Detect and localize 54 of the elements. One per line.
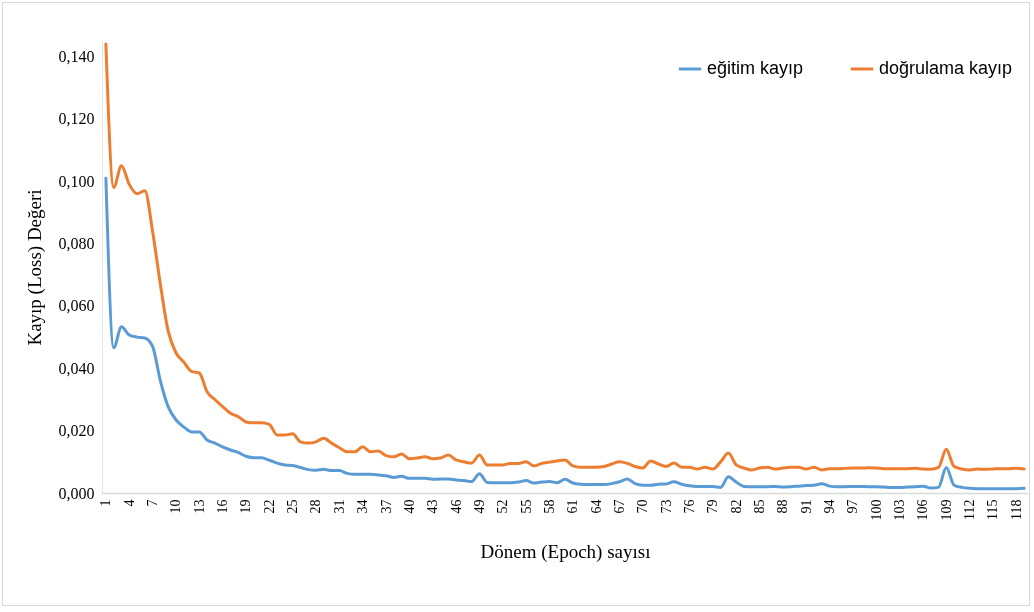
line-series (104, 176, 1026, 491)
x-tick-label: 67 (611, 499, 627, 514)
x-tick-label: 40 (401, 499, 417, 514)
x-tick-label: 76 (682, 499, 697, 514)
x-tick-label: 85 (752, 499, 768, 514)
x-tick-label: 1 (98, 499, 114, 507)
x-tick-label: 79 (705, 499, 721, 514)
x-tick-label: 118 (1008, 499, 1024, 520)
x-tick-label: 28 (308, 499, 324, 514)
x-tick-label: 52 (495, 499, 511, 514)
legend-label: doğrulama kayıp (879, 58, 1013, 78)
x-tick-label: 55 (518, 499, 534, 514)
x-tick-label: 88 (775, 499, 791, 514)
x-tick-label: 91 (798, 499, 814, 514)
x-tick-label: 34 (355, 499, 371, 514)
x-tick-label: 46 (448, 499, 464, 514)
x-tick-label: 10 (168, 499, 184, 514)
x-tick-label: 73 (658, 499, 674, 514)
y-tick-label: 0,100 (58, 172, 95, 190)
x-tick-label: 94 (822, 499, 838, 514)
x-tick-label: 37 (378, 499, 394, 514)
y-tick-label: 0,000 (58, 484, 95, 502)
x-tick-label: 49 (471, 499, 487, 514)
x-tick-label: 64 (588, 499, 604, 514)
y-tick-label: 0,120 (58, 110, 95, 128)
x-tick-label: 58 (541, 499, 557, 514)
x-tick-label: 19 (238, 499, 254, 514)
x-tick-label: 4 (121, 499, 137, 507)
x-tick-label: 115 (985, 499, 1001, 520)
y-tick-label: 0,140 (58, 48, 95, 66)
x-tick-label: 82 (728, 499, 744, 514)
x-tick-label: 103 (892, 499, 908, 521)
x-tick-label: 16 (215, 499, 231, 514)
x-axis-title: Dönem (Epoch) sayısı (480, 540, 651, 563)
x-tick-label: 61 (565, 499, 581, 514)
x-tick-label: 106 (915, 499, 931, 521)
y-axis-title: Kayıp (Loss) Değeri (23, 189, 46, 346)
x-tick-label: 31 (331, 499, 347, 514)
line-series (104, 42, 1026, 472)
x-tick-label: 7 (145, 499, 161, 507)
x-tick-label: 70 (635, 499, 651, 514)
y-tick-label: 0,080 (58, 235, 95, 253)
x-tick-label: 25 (285, 499, 301, 514)
y-tick-label: 0,060 (58, 297, 95, 315)
x-tick-label: 112 (962, 499, 978, 520)
x-tick-label: 109 (938, 499, 954, 521)
legend-label: eğitim kayıp (707, 58, 804, 78)
y-tick-label: 0,040 (58, 359, 95, 377)
x-tick-label: 13 (191, 499, 207, 514)
x-tick-label: 100 (868, 499, 884, 521)
x-tick-label: 22 (261, 499, 277, 514)
x-tick-label: 97 (845, 499, 861, 514)
y-tick-label: 0,020 (58, 422, 95, 440)
x-tick-label: 43 (425, 499, 441, 514)
